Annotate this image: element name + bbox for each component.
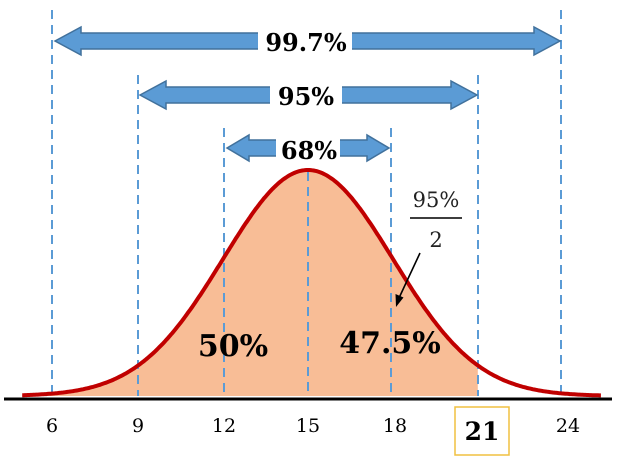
range-label-bg-68 bbox=[276, 134, 340, 166]
range-label-95: 95% bbox=[278, 82, 334, 111]
fraction-annotation: 95% 2 bbox=[395, 188, 462, 307]
highlighted-tick-box bbox=[454, 406, 510, 456]
tick-label-9: 9 bbox=[132, 415, 144, 437]
tick-label-12: 12 bbox=[212, 415, 236, 437]
fraction-numerator: 95% bbox=[413, 188, 460, 212]
area-label-right: 47.5% bbox=[339, 326, 441, 361]
range-label-68: 68% bbox=[281, 136, 337, 165]
range-label-bg-99-7 bbox=[258, 26, 352, 58]
tick-label-21: 21 bbox=[465, 417, 500, 446]
tick-labels: 6 9 12 15 18 21 24 bbox=[46, 406, 580, 456]
tick-label-18: 18 bbox=[383, 415, 407, 437]
guide-lines bbox=[51, 10, 562, 396]
shaded-area bbox=[22, 170, 478, 396]
tick-label-24: 24 bbox=[556, 415, 580, 437]
range-label-bg-95 bbox=[270, 80, 342, 112]
fraction-denominator: 2 bbox=[429, 228, 442, 252]
pointer-arrow-line bbox=[398, 252, 421, 299]
area-label-left: 50% bbox=[198, 329, 268, 364]
bell-curve bbox=[22, 168, 601, 398]
range-label-99-7: 99.7% bbox=[265, 28, 346, 57]
tick-label-15: 15 bbox=[296, 415, 320, 437]
tick-label-6: 6 bbox=[46, 415, 58, 437]
pointer-arrow-head bbox=[395, 294, 404, 307]
